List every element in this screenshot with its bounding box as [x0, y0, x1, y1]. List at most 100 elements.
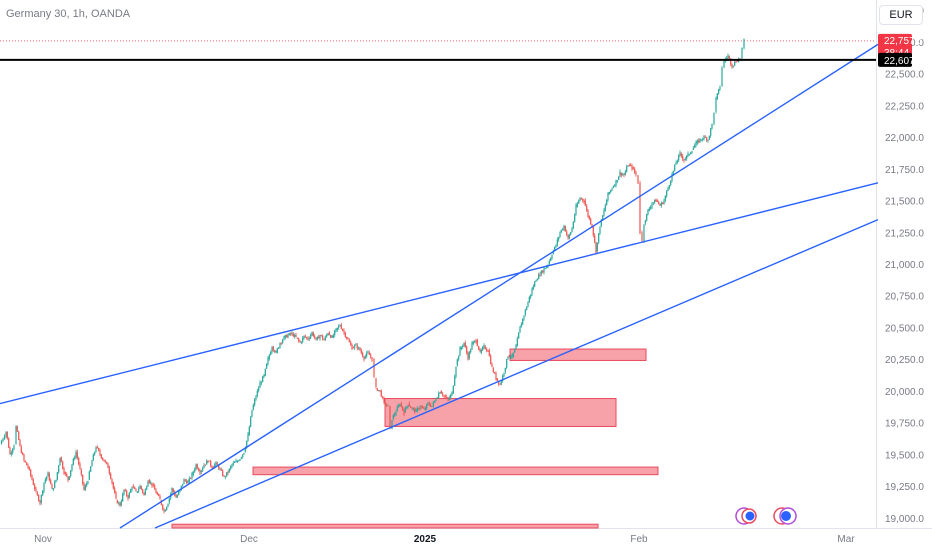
candle-body: [384, 403, 386, 406]
candle-body: [223, 475, 225, 477]
candle-body: [148, 479, 150, 483]
supply-demand-zone[interactable]: [509, 348, 647, 361]
candle-body: [159, 495, 161, 500]
candle-body: [6, 431, 8, 439]
candle-body: [30, 469, 32, 476]
candle-body: [603, 210, 605, 216]
candle-body: [82, 474, 84, 484]
candle-body: [354, 345, 356, 348]
supply-demand-zone[interactable]: [384, 398, 617, 427]
candle-body: [472, 341, 474, 344]
candle-body: [535, 280, 537, 282]
candle-body: [98, 447, 100, 451]
candle-body: [144, 489, 146, 495]
candle-body: [436, 397, 438, 399]
candle-body: [248, 426, 250, 436]
candle-body: [55, 479, 57, 482]
candle-body: [124, 489, 126, 491]
candle-body: [240, 457, 242, 459]
candle-body: [483, 345, 485, 348]
candle-body: [389, 406, 391, 428]
candle-body: [187, 481, 189, 484]
candle-body: [108, 467, 110, 474]
candle-body: [58, 465, 60, 473]
candle-body: [119, 502, 121, 506]
candle-body: [430, 404, 432, 407]
candle-body: [523, 315, 525, 319]
candle-body: [335, 328, 337, 331]
candle-body: [280, 342, 282, 344]
y-tick-label: 21,500.0: [885, 197, 924, 208]
candle-body: [274, 350, 276, 353]
candle-body: [202, 468, 204, 471]
candle-body: [323, 339, 325, 341]
candle-body: [252, 404, 254, 410]
candle-body: [154, 485, 156, 490]
candle-body: [676, 160, 678, 163]
candle-body: [294, 334, 296, 337]
candle-body: [713, 112, 715, 125]
candle-body: [468, 352, 470, 358]
candle-body: [462, 345, 464, 347]
candle-body: [52, 488, 54, 490]
candle-body: [570, 232, 572, 235]
candle-body: [66, 473, 68, 477]
supply-demand-zone[interactable]: [171, 523, 599, 529]
candle-body: [116, 500, 118, 504]
candle-body: [266, 363, 268, 369]
candle-body: [395, 412, 397, 415]
candle-body: [194, 469, 196, 472]
candle-body: [458, 355, 460, 360]
candle-body: [643, 224, 645, 242]
candle-body: [36, 492, 38, 495]
candle-body: [559, 232, 561, 237]
candle-body: [190, 478, 192, 479]
candle-body: [68, 476, 70, 480]
candle-body: [16, 426, 18, 432]
candle-body: [39, 500, 41, 504]
candle-body: [718, 89, 720, 94]
candle-body: [279, 343, 281, 348]
candle-body: [428, 403, 430, 405]
candle-body: [526, 307, 528, 310]
candle-body: [466, 346, 468, 353]
candle-body: [132, 486, 134, 488]
supply-demand-zone[interactable]: [252, 466, 659, 476]
candle-body: [578, 200, 580, 204]
candle-body: [684, 158, 686, 160]
candle-body: [542, 270, 544, 273]
trendline-upper-channel[interactable]: [0, 182, 879, 405]
candle-body: [590, 218, 592, 224]
candle-body: [679, 152, 681, 155]
candle-body: [127, 495, 129, 499]
trendline-lower-channel[interactable]: [154, 218, 879, 529]
candle-body: [422, 407, 424, 409]
candle-body: [524, 309, 526, 315]
candle-body: [663, 200, 665, 204]
candle-body: [67, 476, 69, 481]
candle-body: [431, 406, 433, 407]
candle-body: [452, 385, 454, 394]
candle-body: [539, 274, 541, 276]
candle-body: [31, 475, 33, 480]
candle-body: [511, 354, 513, 357]
candle-body: [54, 482, 56, 488]
candle-body: [731, 64, 733, 68]
event-marker-icon[interactable]: [735, 507, 757, 525]
candle-body: [299, 340, 301, 343]
candle-body: [530, 294, 532, 298]
candle-body: [554, 246, 556, 251]
candle-body: [626, 166, 628, 172]
candle-body: [480, 349, 482, 353]
candle-body: [658, 202, 660, 204]
candle-body: [312, 332, 314, 337]
candle-body: [210, 461, 212, 466]
candle-body: [460, 347, 462, 349]
currency-button[interactable]: EUR: [879, 5, 923, 25]
candle-body: [115, 492, 117, 499]
candle-body: [368, 352, 370, 355]
trendline-steep-support[interactable]: [119, 43, 879, 529]
economic-calendar-icon[interactable]: [773, 507, 797, 525]
